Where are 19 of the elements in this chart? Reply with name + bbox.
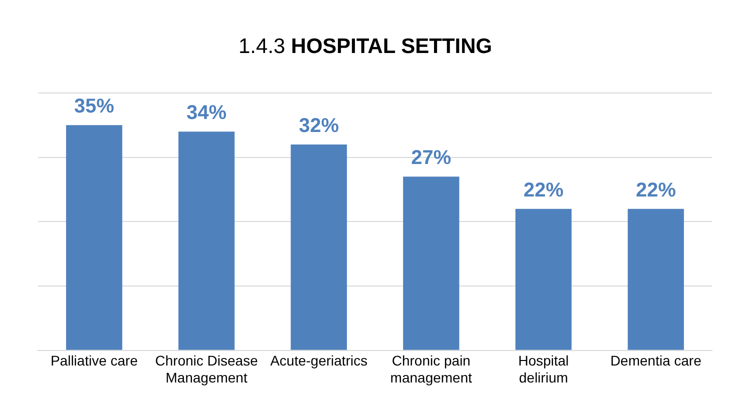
data-label: 34% — [186, 102, 227, 124]
data-label: 35% — [74, 96, 114, 118]
bar — [290, 144, 347, 350]
bar — [66, 125, 122, 350]
bar — [403, 176, 460, 350]
bar — [178, 132, 235, 350]
data-label: 22% — [523, 179, 564, 202]
bar — [628, 208, 684, 350]
x-tick-label: Chronic Disease Management — [155, 352, 258, 386]
x-tick-label: Acute-geriatrics — [270, 352, 368, 369]
data-label: 22% — [636, 179, 676, 202]
x-tick-label: Dementia care — [610, 352, 702, 369]
x-tick-label: Palliative care — [50, 352, 138, 369]
data-label: 27% — [411, 147, 452, 170]
chart-title: 1.4.3 HOSPITAL SETTING — [238, 34, 492, 58]
x-tick-label: Chronic pain management — [390, 352, 472, 386]
bar — [515, 208, 572, 350]
data-label: 32% — [298, 114, 340, 137]
x-tick-label: Hospital delirium — [518, 352, 569, 386]
